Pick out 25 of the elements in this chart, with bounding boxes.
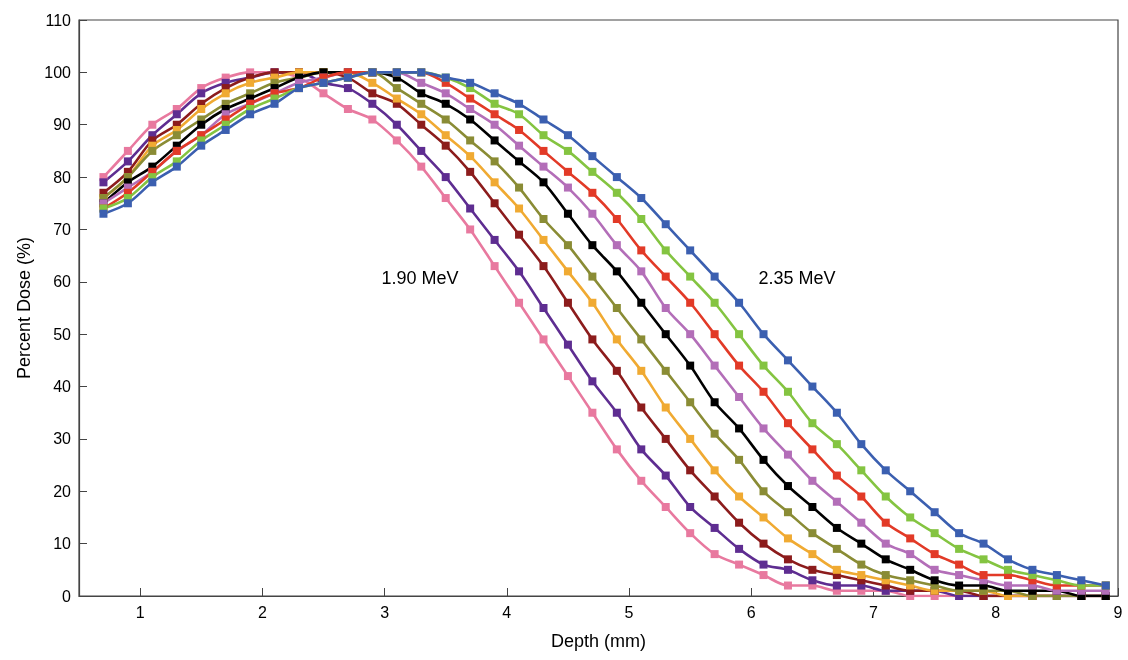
- y-tick-label: 90: [53, 116, 72, 134]
- y-tick-label: 40: [53, 378, 72, 396]
- y-tick-label: 80: [53, 168, 72, 186]
- x-tick-label: 5: [624, 603, 634, 621]
- x-tick-label: 8: [991, 603, 1001, 621]
- y-tick-label: 60: [53, 273, 72, 291]
- x-tick-label: 7: [869, 603, 879, 621]
- y-tick-label: 0: [62, 587, 72, 605]
- y-tick-label: 110: [45, 11, 72, 29]
- x-axis-title: Depth (mm): [550, 631, 647, 651]
- y-tick-label: 10: [53, 535, 72, 553]
- y-tick-label: 50: [53, 325, 72, 343]
- y-tick-label: 30: [53, 430, 72, 448]
- x-tick-label: 1: [135, 603, 145, 621]
- x-tick-label: 6: [746, 603, 756, 621]
- y-tick-label: 100: [44, 63, 72, 81]
- x-tick-label: 2: [257, 603, 267, 621]
- x-tick-label: 3: [380, 603, 390, 621]
- y-axis-title: Percent Dose (%): [14, 236, 35, 380]
- x-tick-label: 4: [502, 603, 512, 621]
- y-tick-label: 20: [53, 482, 72, 500]
- annotation: 2.35 MeV: [758, 268, 836, 288]
- y-tick-label: 70: [53, 220, 72, 238]
- annotation: 1.90 MeV: [381, 268, 459, 288]
- x-tick-label: 9: [1113, 603, 1123, 621]
